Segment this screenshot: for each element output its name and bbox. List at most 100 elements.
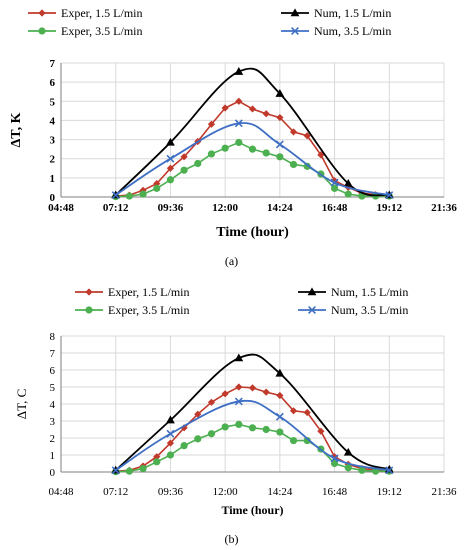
legend-label: Num, 1.5 L/min bbox=[331, 285, 408, 299]
gridlines bbox=[60, 335, 445, 473]
data-point bbox=[248, 384, 257, 392]
legend-label: Exper, 1.5 L/min bbox=[61, 6, 143, 20]
data-point bbox=[303, 162, 311, 170]
legend-label: Exper, 1.5 L/min bbox=[108, 285, 190, 299]
data-point bbox=[262, 149, 270, 157]
data-point bbox=[235, 383, 243, 391]
data-point bbox=[194, 159, 202, 168]
legend-marker bbox=[38, 27, 46, 35]
x-tick-label: 21:36 bbox=[431, 202, 457, 214]
legend-marker bbox=[307, 287, 317, 296]
data-point bbox=[111, 466, 120, 475]
data-point bbox=[166, 429, 175, 438]
x-tick-label: 04:48 bbox=[48, 202, 74, 214]
legend-label: Exper, 3.5 L/min bbox=[61, 24, 143, 38]
data-point bbox=[343, 179, 353, 187]
y-axis-title: ΔT, C bbox=[14, 389, 29, 420]
data-point bbox=[330, 459, 339, 468]
data-point bbox=[330, 454, 339, 463]
legend-marker bbox=[38, 9, 46, 17]
data-point bbox=[344, 464, 352, 472]
data-point bbox=[275, 140, 284, 149]
y-tick-label: 7 bbox=[50, 58, 56, 70]
legend-item: Exper, 3.5 L/min bbox=[75, 303, 190, 317]
data-point bbox=[275, 412, 284, 421]
legend-item: Num, 1.5 L/min bbox=[281, 6, 391, 20]
data-point bbox=[180, 153, 188, 161]
data-point bbox=[139, 190, 147, 198]
y-tick-label: 5 bbox=[50, 382, 56, 394]
data-point bbox=[248, 424, 257, 432]
series-line bbox=[115, 67, 390, 197]
legend: Exper, 1.5 L/min Exper, 3.5 L/min Num, 1.5… bbox=[28, 6, 391, 38]
data-point bbox=[166, 137, 175, 146]
data-point bbox=[234, 397, 243, 406]
data-point bbox=[221, 104, 229, 112]
data-point bbox=[153, 458, 161, 466]
data-point bbox=[207, 430, 216, 438]
data-point bbox=[317, 151, 325, 159]
data-point bbox=[248, 105, 257, 113]
y-tick-label: 7 bbox=[50, 348, 56, 360]
data-point bbox=[289, 436, 298, 445]
data-point bbox=[166, 164, 175, 172]
data-point bbox=[303, 408, 311, 417]
data-point bbox=[166, 154, 175, 163]
data-point bbox=[139, 465, 147, 473]
legend-item: Exper, 1.5 L/min bbox=[28, 6, 143, 20]
data-point bbox=[248, 145, 257, 153]
data-point bbox=[207, 398, 216, 406]
x-tick-label: 09:36 bbox=[158, 202, 184, 214]
data-point bbox=[276, 428, 284, 436]
legend-item: Num, 1.5 L/min bbox=[298, 285, 408, 299]
legend-item: Exper, 1.5 L/min bbox=[75, 285, 190, 299]
y-tick-label: 6 bbox=[50, 77, 56, 89]
y-axis-title: ΔT, K bbox=[9, 112, 24, 147]
data-point bbox=[234, 67, 244, 75]
legend-marker bbox=[85, 306, 93, 314]
legend-marker bbox=[308, 306, 316, 314]
legend-marker bbox=[85, 288, 93, 296]
y-tick-label: 4 bbox=[50, 399, 56, 411]
y-tick-label: 1 bbox=[50, 173, 56, 185]
data-point bbox=[166, 415, 175, 424]
x-tick-label: 12:00 bbox=[212, 202, 238, 214]
legend-marker bbox=[290, 8, 300, 17]
data-point bbox=[125, 192, 133, 200]
y-tick-label: 0 bbox=[50, 192, 56, 204]
x-tick-label: 14:24 bbox=[267, 486, 293, 498]
data-point bbox=[194, 410, 202, 418]
data-point bbox=[275, 368, 285, 377]
data-point bbox=[235, 420, 243, 428]
x-axis-title: Time (hour) bbox=[221, 503, 283, 517]
legend-item: Exper, 3.5 L/min bbox=[28, 24, 143, 38]
data-point bbox=[358, 466, 366, 474]
legend-label: Num, 3.5 L/min bbox=[331, 303, 408, 317]
data-point bbox=[234, 119, 243, 128]
data-point bbox=[111, 191, 120, 200]
data-point bbox=[207, 120, 216, 128]
x-tick-label: 04:48 bbox=[48, 486, 74, 498]
legend: Exper, 1.5 L/min Exper, 3.5 L/min Num, 1.5… bbox=[75, 285, 408, 317]
data-point bbox=[289, 160, 298, 169]
data-point bbox=[180, 166, 188, 174]
data-point bbox=[276, 153, 284, 161]
x-tick-label: 07:12 bbox=[103, 202, 129, 214]
x-tick-label: 19:12 bbox=[377, 486, 402, 498]
x-tick-label: 21:36 bbox=[431, 486, 457, 498]
data-point bbox=[194, 435, 202, 443]
data-point bbox=[385, 466, 394, 475]
series-num-3-5-l-min bbox=[111, 397, 394, 475]
x-tick-label: 16:48 bbox=[322, 486, 348, 498]
legend-label: Num, 1.5 L/min bbox=[314, 6, 391, 20]
data-point bbox=[221, 144, 229, 152]
data-point bbox=[276, 113, 284, 122]
x-tick-label: 07:12 bbox=[103, 486, 128, 498]
y-tick-label: 5 bbox=[50, 96, 56, 108]
x-tick-label: 19:12 bbox=[376, 202, 402, 214]
data-point bbox=[262, 110, 270, 118]
data-point bbox=[234, 353, 244, 362]
x-tick-label: 16:48 bbox=[322, 202, 348, 214]
legend-item: Num, 3.5 L/min bbox=[281, 24, 391, 38]
